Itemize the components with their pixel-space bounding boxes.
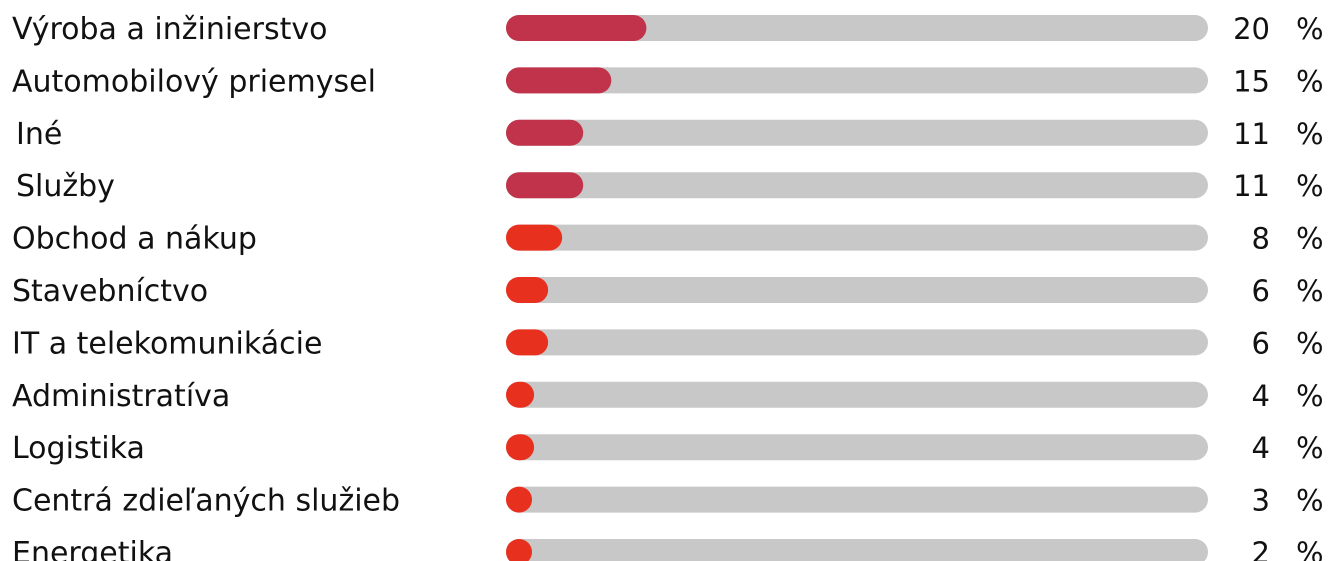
- bar: [506, 381, 535, 408]
- category-label: Výroba a inžinierstvo: [12, 12, 327, 47]
- value-label: 11: [1233, 169, 1270, 203]
- category-label: Obchod a nákup: [12, 222, 257, 257]
- category-label: IT a telekomunikácie: [12, 326, 322, 361]
- unit-label: %: [1296, 169, 1324, 203]
- bar: [506, 67, 612, 94]
- unit-label: %: [1296, 12, 1324, 46]
- value-label: 3: [1252, 484, 1270, 518]
- unit-label: %: [1296, 117, 1324, 151]
- category-label: Administratíva: [12, 379, 230, 414]
- value-label: 4: [1252, 379, 1270, 413]
- value-label: 6: [1252, 326, 1270, 360]
- bar: [506, 119, 584, 146]
- category-label: Centrá zdieľaných služieb: [12, 484, 400, 519]
- value-label: 11: [1233, 117, 1270, 151]
- bar: [506, 539, 532, 561]
- bar: [506, 277, 549, 303]
- bar: [506, 329, 549, 356]
- value-label: 20: [1233, 12, 1270, 46]
- value-label: 8: [1252, 222, 1270, 256]
- bar-track: [506, 381, 1208, 408]
- unit-label: %: [1296, 431, 1324, 465]
- category-label: Logistika: [12, 431, 145, 466]
- bar: [506, 15, 647, 41]
- bar: [506, 172, 584, 199]
- bar-track: [506, 434, 1208, 461]
- bar-track: [506, 486, 1208, 513]
- value-label: 6: [1252, 274, 1270, 308]
- category-label: Energetika: [12, 536, 173, 561]
- value-label: 4: [1252, 431, 1270, 465]
- bar-track: [506, 539, 1208, 561]
- category-label: Automobilový priemysel: [12, 64, 376, 99]
- category-label: Iné: [16, 117, 62, 152]
- bar-track: [506, 67, 1208, 94]
- unit-label: %: [1296, 64, 1324, 98]
- bar: [506, 486, 532, 513]
- bar: [506, 224, 563, 251]
- category-label: Služby: [16, 169, 115, 204]
- bar-track: [506, 277, 1208, 303]
- unit-label: %: [1296, 536, 1324, 561]
- category-label: Stavebníctvo: [12, 274, 208, 309]
- bar-track: [506, 224, 1208, 251]
- value-label: 15: [1233, 64, 1270, 98]
- value-label: 2: [1252, 536, 1270, 561]
- unit-label: %: [1296, 274, 1324, 308]
- bar-track: [506, 329, 1208, 356]
- bar-track: [506, 172, 1208, 199]
- unit-label: %: [1296, 484, 1324, 518]
- bar-track: [506, 15, 1208, 41]
- bar: [506, 434, 535, 461]
- unit-label: %: [1296, 222, 1324, 256]
- unit-label: %: [1296, 326, 1324, 360]
- unit-label: %: [1296, 379, 1324, 413]
- bar-track: [506, 119, 1208, 146]
